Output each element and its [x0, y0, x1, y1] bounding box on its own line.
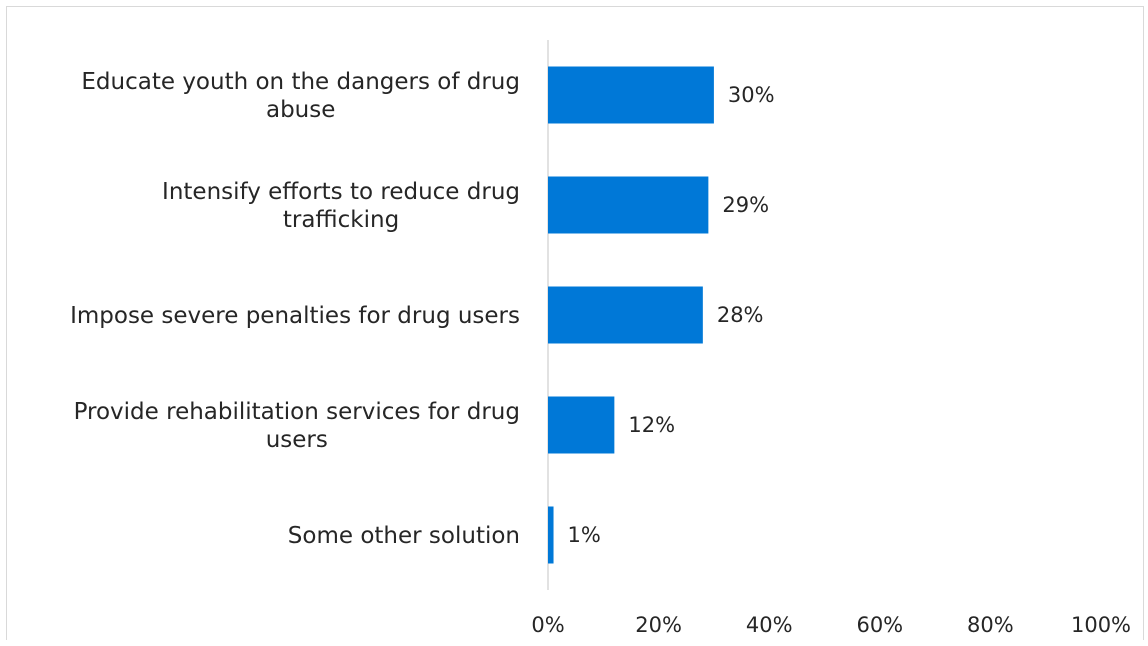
x-tick-label-0: 0% — [531, 613, 564, 637]
data-label-3: 12% — [628, 413, 675, 437]
x-tick-label-1: 20% — [635, 613, 682, 637]
category-label-2-0: Impose severe penalties for drug users — [70, 303, 520, 329]
bar-1 — [548, 176, 709, 234]
bar-3 — [548, 396, 615, 454]
category-label-1-1: trafficking — [283, 207, 399, 233]
category-label-3-0: Provide rehabilitation services for drug — [74, 399, 520, 425]
data-label-4: 1% — [568, 523, 601, 547]
category-label-0-1: abuse — [266, 97, 335, 123]
category-label-1-0: Intensify efforts to reduce drug — [162, 179, 520, 205]
x-tick-label-2: 40% — [746, 613, 793, 637]
category-label-0-0: Educate youth on the dangers of drug — [81, 69, 520, 95]
bar-0 — [548, 66, 714, 124]
data-label-2: 28% — [717, 303, 764, 327]
category-label-3-1: users — [266, 427, 328, 453]
data-label-0: 30% — [728, 83, 775, 107]
x-tick-label-3: 60% — [856, 613, 903, 637]
x-tick-label-4: 80% — [967, 613, 1014, 637]
bar-4 — [548, 506, 554, 564]
x-tick-label-5: 100% — [1071, 613, 1131, 637]
data-label-1: 29% — [722, 193, 769, 217]
category-label-4-0: Some other solution — [288, 523, 520, 549]
bar-2 — [548, 286, 703, 344]
chart-frame — [6, 6, 1144, 640]
